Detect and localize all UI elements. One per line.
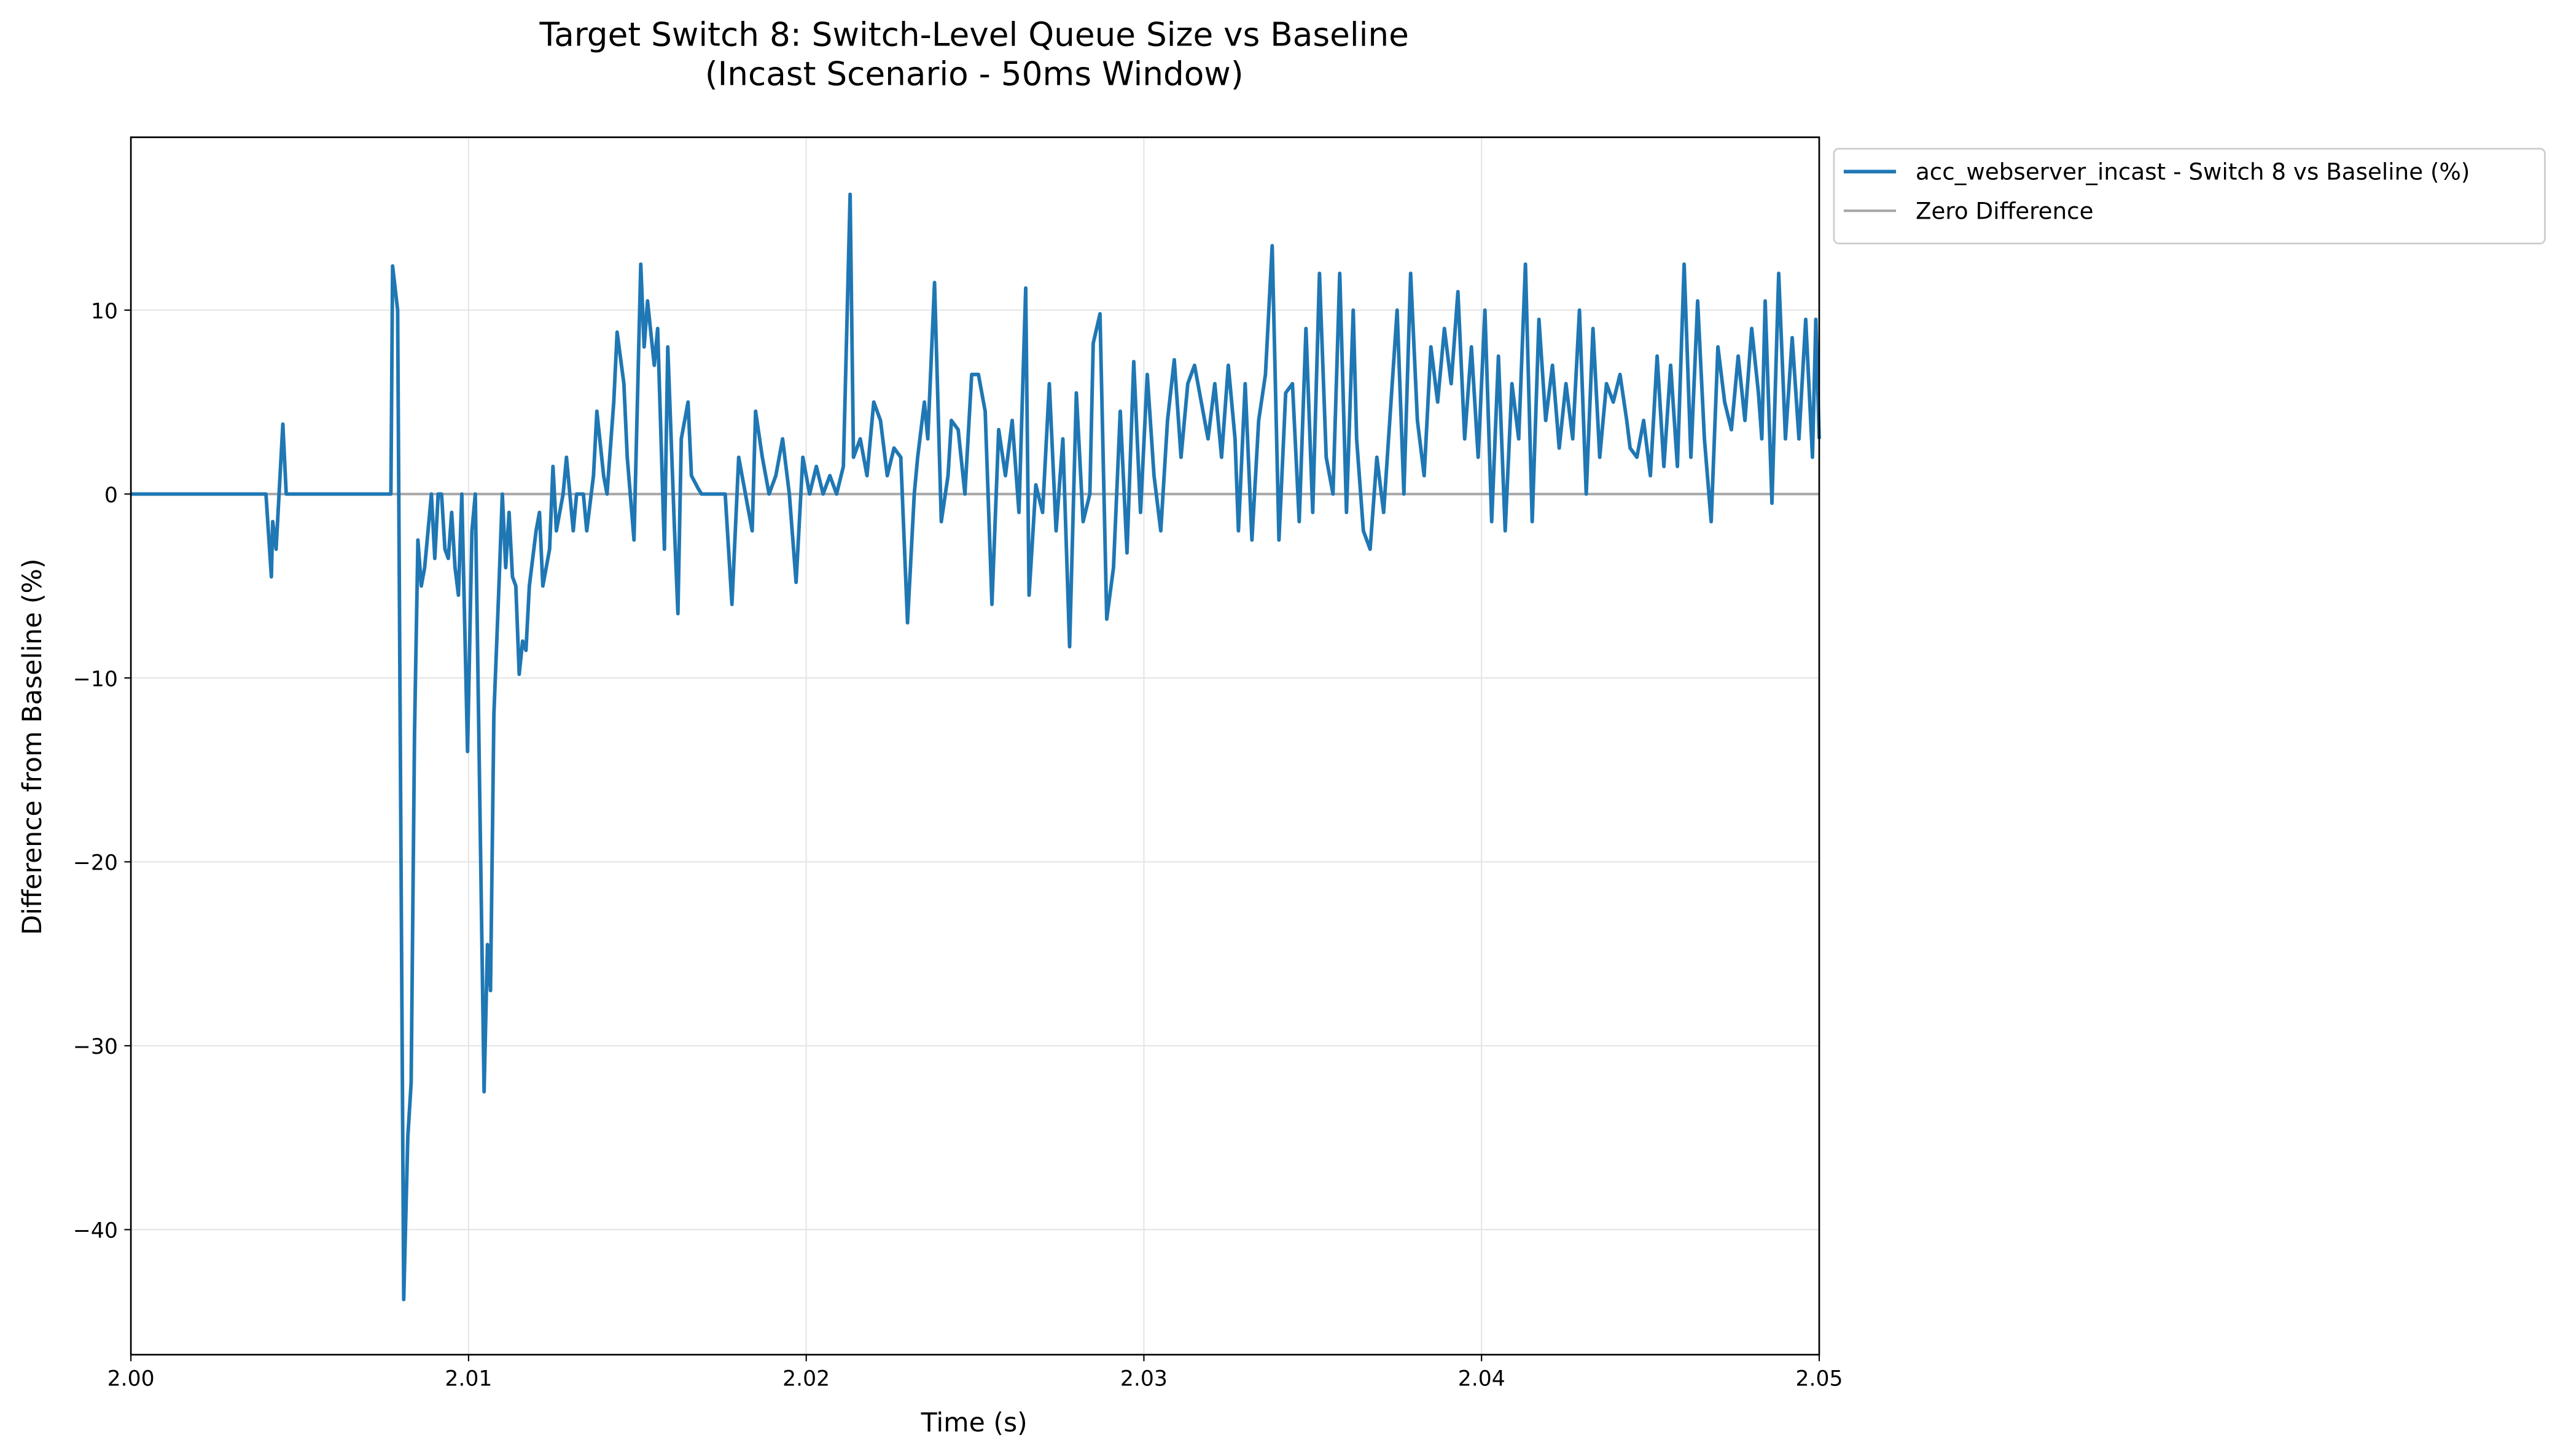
y-tick-label: 10 xyxy=(91,299,118,324)
x-tick-label: 2.04 xyxy=(1458,1367,1505,1392)
x-axis-label: Time (s) xyxy=(921,1407,1028,1438)
y-axis-label: Difference from Baseline (%) xyxy=(17,559,48,935)
y-tick-label: −10 xyxy=(73,667,118,691)
data-line xyxy=(131,192,1821,1302)
x-tick-label: 2.01 xyxy=(445,1367,492,1392)
x-tick-label: 2.03 xyxy=(1120,1367,1168,1392)
legend-box xyxy=(1833,147,2546,244)
x-tick-label: 2.05 xyxy=(1795,1367,1843,1392)
chart-subtitle: (Incast Scenario - 50ms Window) xyxy=(705,55,1244,93)
x-tick-label: 2.02 xyxy=(782,1367,830,1392)
y-tick-label: −40 xyxy=(73,1219,118,1244)
y-tick-label: −30 xyxy=(73,1035,118,1059)
legend-label: acc_webserver_incast - Switch 8 vs Basel… xyxy=(1916,158,2470,185)
x-tick-label: 2.00 xyxy=(107,1367,155,1392)
y-tick-label: 0 xyxy=(104,483,118,508)
chart-title: Target Switch 8: Switch-Level Queue Size… xyxy=(539,16,1409,54)
legend-label: Zero Difference xyxy=(1916,198,2094,225)
plot-frame xyxy=(130,136,1820,1356)
y-tick-label: −20 xyxy=(73,851,118,876)
